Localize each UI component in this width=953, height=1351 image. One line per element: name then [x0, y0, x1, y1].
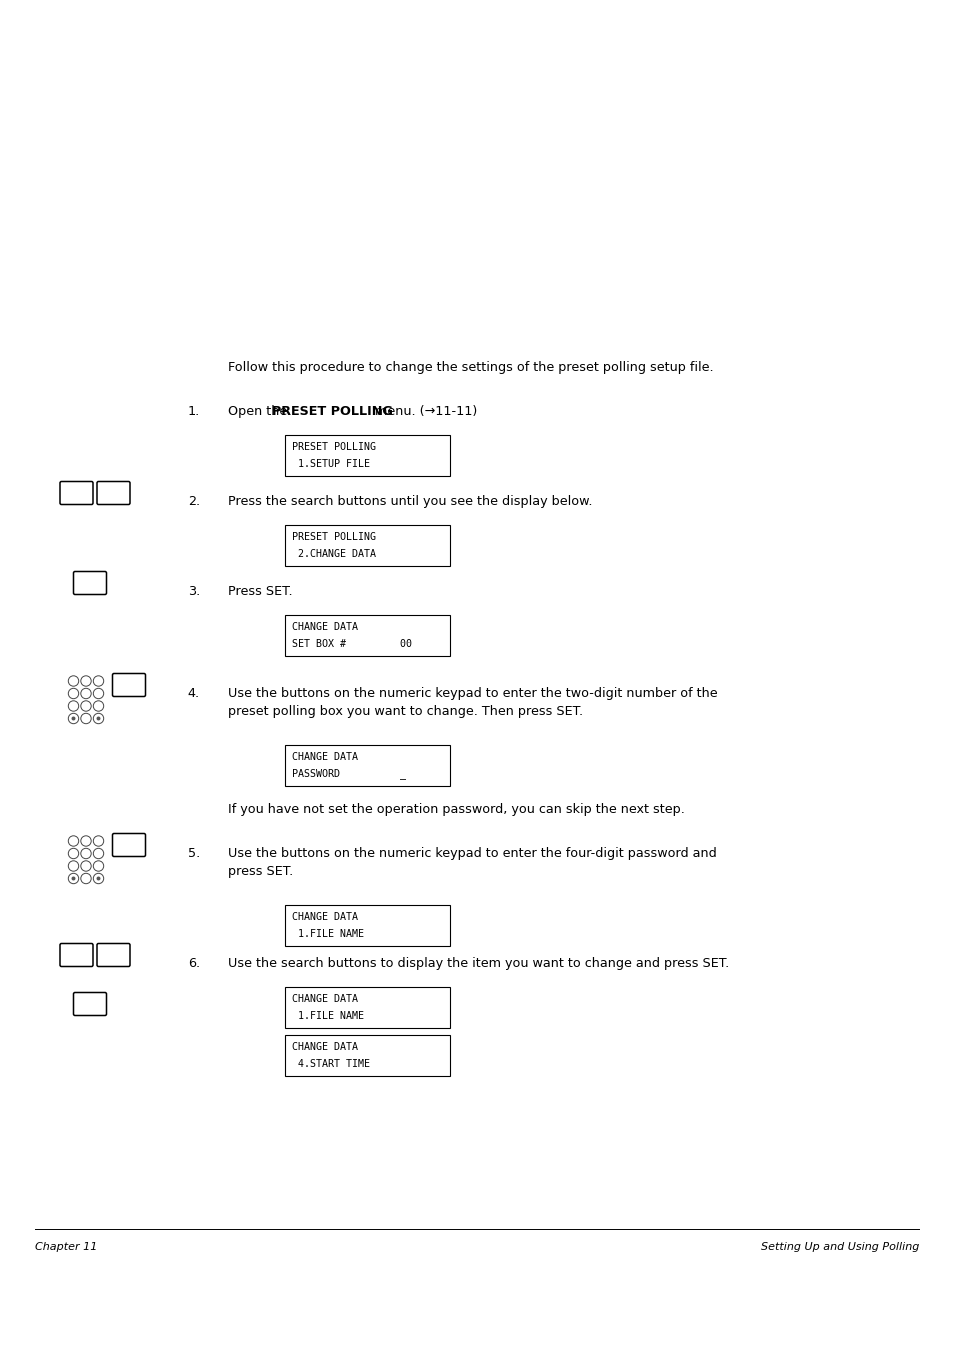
Circle shape	[69, 688, 78, 698]
Circle shape	[69, 861, 78, 871]
Circle shape	[81, 861, 91, 871]
Circle shape	[81, 688, 91, 698]
Text: 6.: 6.	[188, 957, 200, 970]
Circle shape	[69, 676, 78, 686]
Circle shape	[81, 873, 91, 884]
Text: 1.: 1.	[188, 405, 200, 417]
FancyBboxPatch shape	[73, 571, 107, 594]
Text: 1.FILE NAME: 1.FILE NAME	[292, 1011, 364, 1021]
Text: SET BOX #         00: SET BOX # 00	[292, 639, 412, 648]
Text: Open the: Open the	[228, 405, 291, 417]
Text: Press SET.: Press SET.	[228, 585, 293, 598]
Bar	[285, 1035, 450, 1075]
Circle shape	[71, 877, 75, 881]
Text: CHANGE DATA: CHANGE DATA	[292, 623, 357, 632]
Text: 3.: 3.	[188, 585, 200, 598]
Text: 4.START TIME: 4.START TIME	[292, 1059, 370, 1069]
Text: PASSWORD          _: PASSWORD _	[292, 769, 406, 780]
Bar	[285, 526, 450, 566]
Bar	[285, 988, 450, 1028]
Bar	[285, 744, 450, 786]
Text: CHANGE DATA: CHANGE DATA	[292, 912, 357, 923]
Text: PRESET POLLING: PRESET POLLING	[292, 442, 375, 453]
Text: menu. (→11-11): menu. (→11-11)	[371, 405, 476, 417]
Text: Use the search buttons to display the item you want to change and press SET.: Use the search buttons to display the it…	[228, 957, 728, 970]
Text: Chapter 11: Chapter 11	[35, 1242, 97, 1252]
Circle shape	[93, 676, 104, 686]
Circle shape	[69, 713, 78, 724]
Circle shape	[71, 716, 75, 720]
Circle shape	[69, 873, 78, 884]
Circle shape	[81, 713, 91, 724]
Circle shape	[81, 848, 91, 859]
Text: 1.FILE NAME: 1.FILE NAME	[292, 928, 364, 939]
Text: Use the buttons on the numeric keypad to enter the two-digit number of the
prese: Use the buttons on the numeric keypad to…	[228, 688, 717, 717]
Text: CHANGE DATA: CHANGE DATA	[292, 753, 357, 762]
Circle shape	[69, 848, 78, 859]
Bar	[285, 905, 450, 946]
Circle shape	[81, 676, 91, 686]
Circle shape	[81, 701, 91, 711]
Text: CHANGE DATA: CHANGE DATA	[292, 1042, 357, 1052]
Circle shape	[69, 701, 78, 711]
Text: 4.: 4.	[188, 688, 200, 700]
Circle shape	[93, 848, 104, 859]
Text: CHANGE DATA: CHANGE DATA	[292, 994, 357, 1004]
Circle shape	[93, 861, 104, 871]
Circle shape	[69, 836, 78, 846]
Text: Follow this procedure to change the settings of the preset polling setup file.: Follow this procedure to change the sett…	[228, 361, 713, 374]
Text: Setting Up and Using Polling: Setting Up and Using Polling	[760, 1242, 918, 1252]
FancyBboxPatch shape	[112, 674, 146, 697]
Circle shape	[93, 836, 104, 846]
FancyBboxPatch shape	[73, 993, 107, 1016]
FancyBboxPatch shape	[97, 481, 130, 504]
Text: Use the buttons on the numeric keypad to enter the four-digit password and
press: Use the buttons on the numeric keypad to…	[228, 847, 716, 878]
Circle shape	[96, 877, 100, 881]
FancyBboxPatch shape	[112, 834, 146, 857]
Circle shape	[81, 836, 91, 846]
Circle shape	[93, 713, 104, 724]
Circle shape	[93, 688, 104, 698]
FancyBboxPatch shape	[97, 943, 130, 966]
Circle shape	[96, 716, 100, 720]
FancyBboxPatch shape	[60, 481, 92, 504]
Text: 2.: 2.	[188, 494, 200, 508]
Circle shape	[93, 873, 104, 884]
Text: 2.CHANGE DATA: 2.CHANGE DATA	[292, 549, 375, 559]
Circle shape	[93, 701, 104, 711]
Text: Press the search buttons until you see the display below.: Press the search buttons until you see t…	[228, 494, 592, 508]
Text: 5.: 5.	[188, 847, 200, 861]
Text: If you have not set the operation password, you can skip the next step.: If you have not set the operation passwo…	[228, 802, 684, 816]
Bar	[285, 615, 450, 657]
Text: 1.SETUP FILE: 1.SETUP FILE	[292, 459, 370, 469]
Text: PRESET POLLING: PRESET POLLING	[272, 405, 393, 417]
FancyBboxPatch shape	[60, 943, 92, 966]
Text: PRESET POLLING: PRESET POLLING	[292, 532, 375, 542]
Bar	[285, 435, 450, 476]
